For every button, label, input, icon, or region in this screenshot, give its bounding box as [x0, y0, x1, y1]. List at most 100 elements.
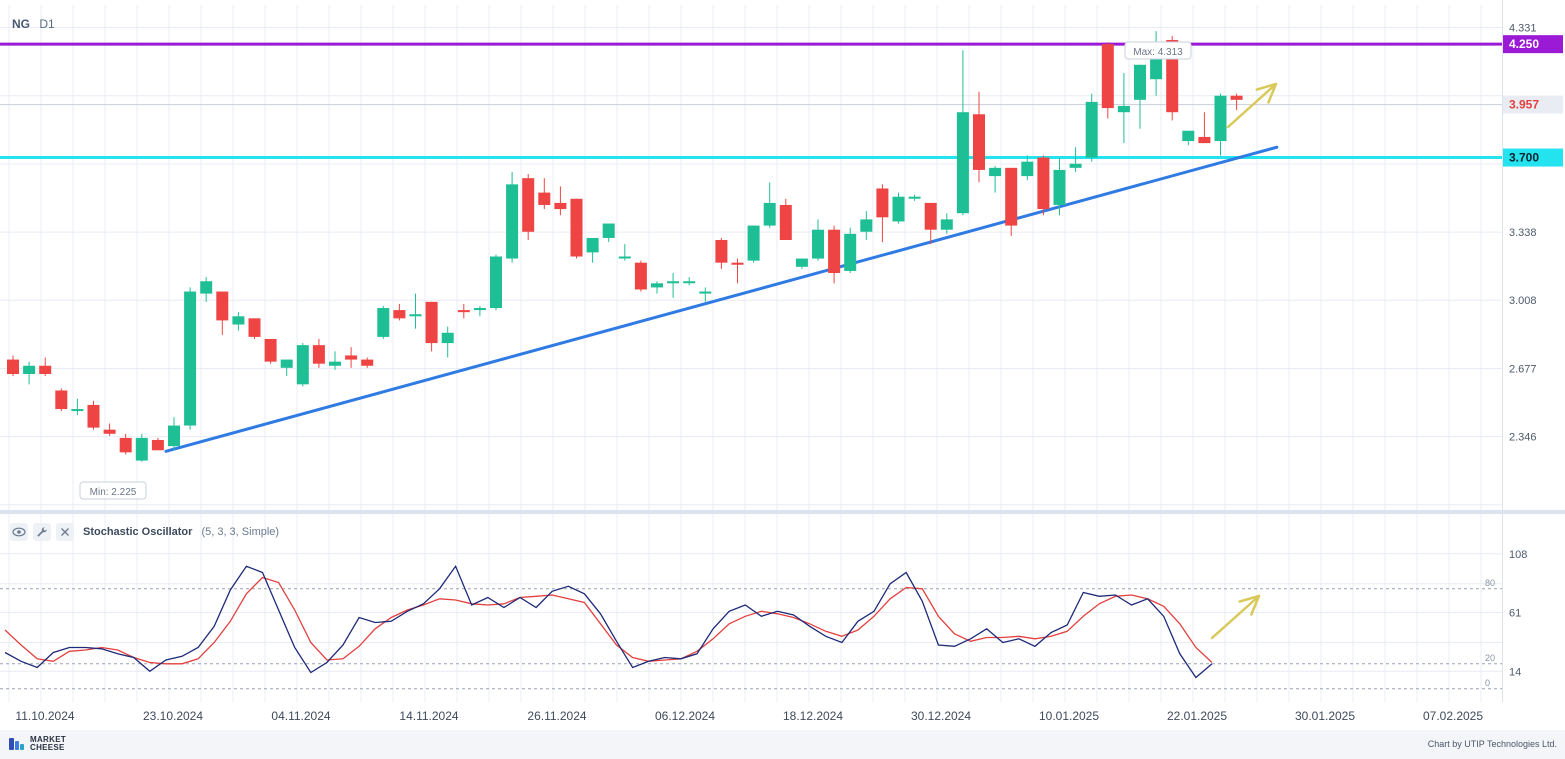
candle-body — [409, 314, 422, 317]
candle-body — [795, 258, 808, 267]
support-price-tag-box — [1503, 148, 1563, 167]
candle-body — [940, 219, 953, 230]
brand-line1: MARKET — [30, 735, 67, 744]
candle-body — [345, 355, 358, 360]
credit-text: Chart by UTIP Technologies Ltd. — [1427, 739, 1557, 749]
candle-body — [634, 262, 647, 290]
candle-body — [522, 178, 535, 232]
candle-body — [312, 345, 325, 364]
up-arrow-oscillator-head — [1238, 594, 1261, 616]
candle-body — [989, 167, 1002, 177]
oscillator-level-label: 0 — [1485, 678, 1490, 688]
candle-body — [135, 437, 148, 461]
candle-body — [87, 404, 100, 428]
eye-icon[interactable] — [10, 523, 28, 541]
brand-logo: MARKET CHEESE — [8, 736, 66, 752]
candle-body — [151, 439, 164, 451]
candle-body — [1134, 64, 1146, 100]
candle-body — [779, 204, 792, 241]
y-tick-label: 3.338 — [1509, 227, 1537, 239]
close-icon[interactable] — [56, 523, 74, 541]
candle-body — [1230, 95, 1243, 100]
brand-icon — [9, 738, 24, 750]
candle-body — [554, 202, 567, 210]
stochastic-d-line — [4, 576, 1213, 665]
candle-body — [1214, 95, 1227, 142]
y-tick-label: 3.008 — [1509, 295, 1537, 307]
x-tick-label: 10.01.2025 — [1039, 709, 1099, 723]
candle-body — [747, 225, 760, 261]
candle-body — [473, 308, 486, 311]
candles-group — [7, 31, 1243, 462]
candle-body — [71, 409, 84, 412]
min-label: Min: 2.225 — [79, 481, 147, 500]
candle-body — [908, 196, 921, 199]
max-label: Max: 4.313 — [1124, 41, 1192, 60]
candle-body — [715, 240, 728, 263]
chart-header: NG D1 — [12, 17, 55, 31]
x-tick-label: 04.11.2024 — [271, 709, 330, 723]
max-label-text: Max: 4.313 — [1133, 47, 1183, 58]
candle-body — [860, 219, 873, 232]
candle-body — [103, 429, 116, 434]
candle-body — [892, 196, 905, 222]
candle-body — [844, 233, 857, 271]
candle-body — [296, 345, 309, 385]
y-tick-label: 4.331 — [1509, 22, 1537, 34]
current-price-tag: 3.957 — [1503, 95, 1563, 114]
candle-body — [731, 262, 744, 265]
candle-body — [168, 425, 180, 447]
candle-body — [570, 198, 583, 257]
wrench-icon[interactable] — [33, 523, 51, 541]
resistance-price-tag-text: 4.250 — [1509, 37, 1539, 51]
candle-body — [264, 338, 277, 362]
candle-body — [924, 202, 937, 230]
candle-body — [200, 281, 213, 294]
candle-body — [425, 301, 438, 344]
candle-body — [1005, 167, 1018, 226]
oscillator-y-tick-label: 14 — [1509, 666, 1521, 678]
candle-body — [667, 281, 680, 284]
support-price-tag-text: 3.700 — [1509, 151, 1539, 165]
current-price-tag-text: 3.957 — [1509, 98, 1539, 112]
oscillator-level-label: 20 — [1485, 653, 1495, 663]
y-tick-label: 2.346 — [1509, 432, 1537, 444]
candle-body — [1053, 169, 1066, 205]
up-arrow-oscillator — [1210, 594, 1261, 640]
indicator-params: (5, 3, 3, Simple) — [201, 526, 280, 538]
candle-body — [361, 359, 374, 366]
x-tick-label: 26.11.2024 — [527, 709, 586, 723]
brand-line2: CHEESE — [30, 743, 65, 752]
candle-body — [23, 365, 36, 375]
candle-body — [586, 237, 599, 253]
candle-body — [377, 308, 390, 337]
symbol-label: NG — [12, 17, 30, 31]
candle-body — [506, 184, 519, 259]
candle-body — [248, 318, 261, 337]
candle-body — [7, 359, 19, 375]
candle-body — [618, 256, 631, 259]
up-arrow-price — [1226, 82, 1278, 129]
candle-body — [538, 192, 551, 205]
resistance-price-tag-box — [1503, 35, 1563, 54]
candle-body — [1021, 161, 1034, 177]
footer: MARKET CHEESE Chart by UTIP Technologies… — [0, 730, 1565, 759]
candle-body — [216, 291, 229, 321]
x-tick-label: 30.12.2024 — [911, 709, 971, 723]
x-tick-label: 22.01.2025 — [1167, 709, 1227, 723]
x-tick-label: 23.10.2024 — [143, 709, 203, 723]
candle-body — [1069, 163, 1082, 168]
candle-body — [55, 390, 68, 410]
candle-body — [651, 283, 663, 288]
x-tick-label: 14.11.2024 — [399, 709, 458, 723]
up-arrow-oscillator-shaft — [1210, 594, 1261, 640]
x-tick-label: 30.01.2025 — [1295, 709, 1355, 723]
min-label-box — [79, 481, 147, 500]
candle-body — [828, 229, 841, 273]
candle-body — [699, 291, 712, 294]
max-label-box — [1124, 41, 1192, 60]
candle-body — [956, 112, 969, 214]
min-label-text: Min: 2.225 — [90, 487, 137, 498]
x-tick-label: 11.10.2024 — [15, 709, 74, 723]
